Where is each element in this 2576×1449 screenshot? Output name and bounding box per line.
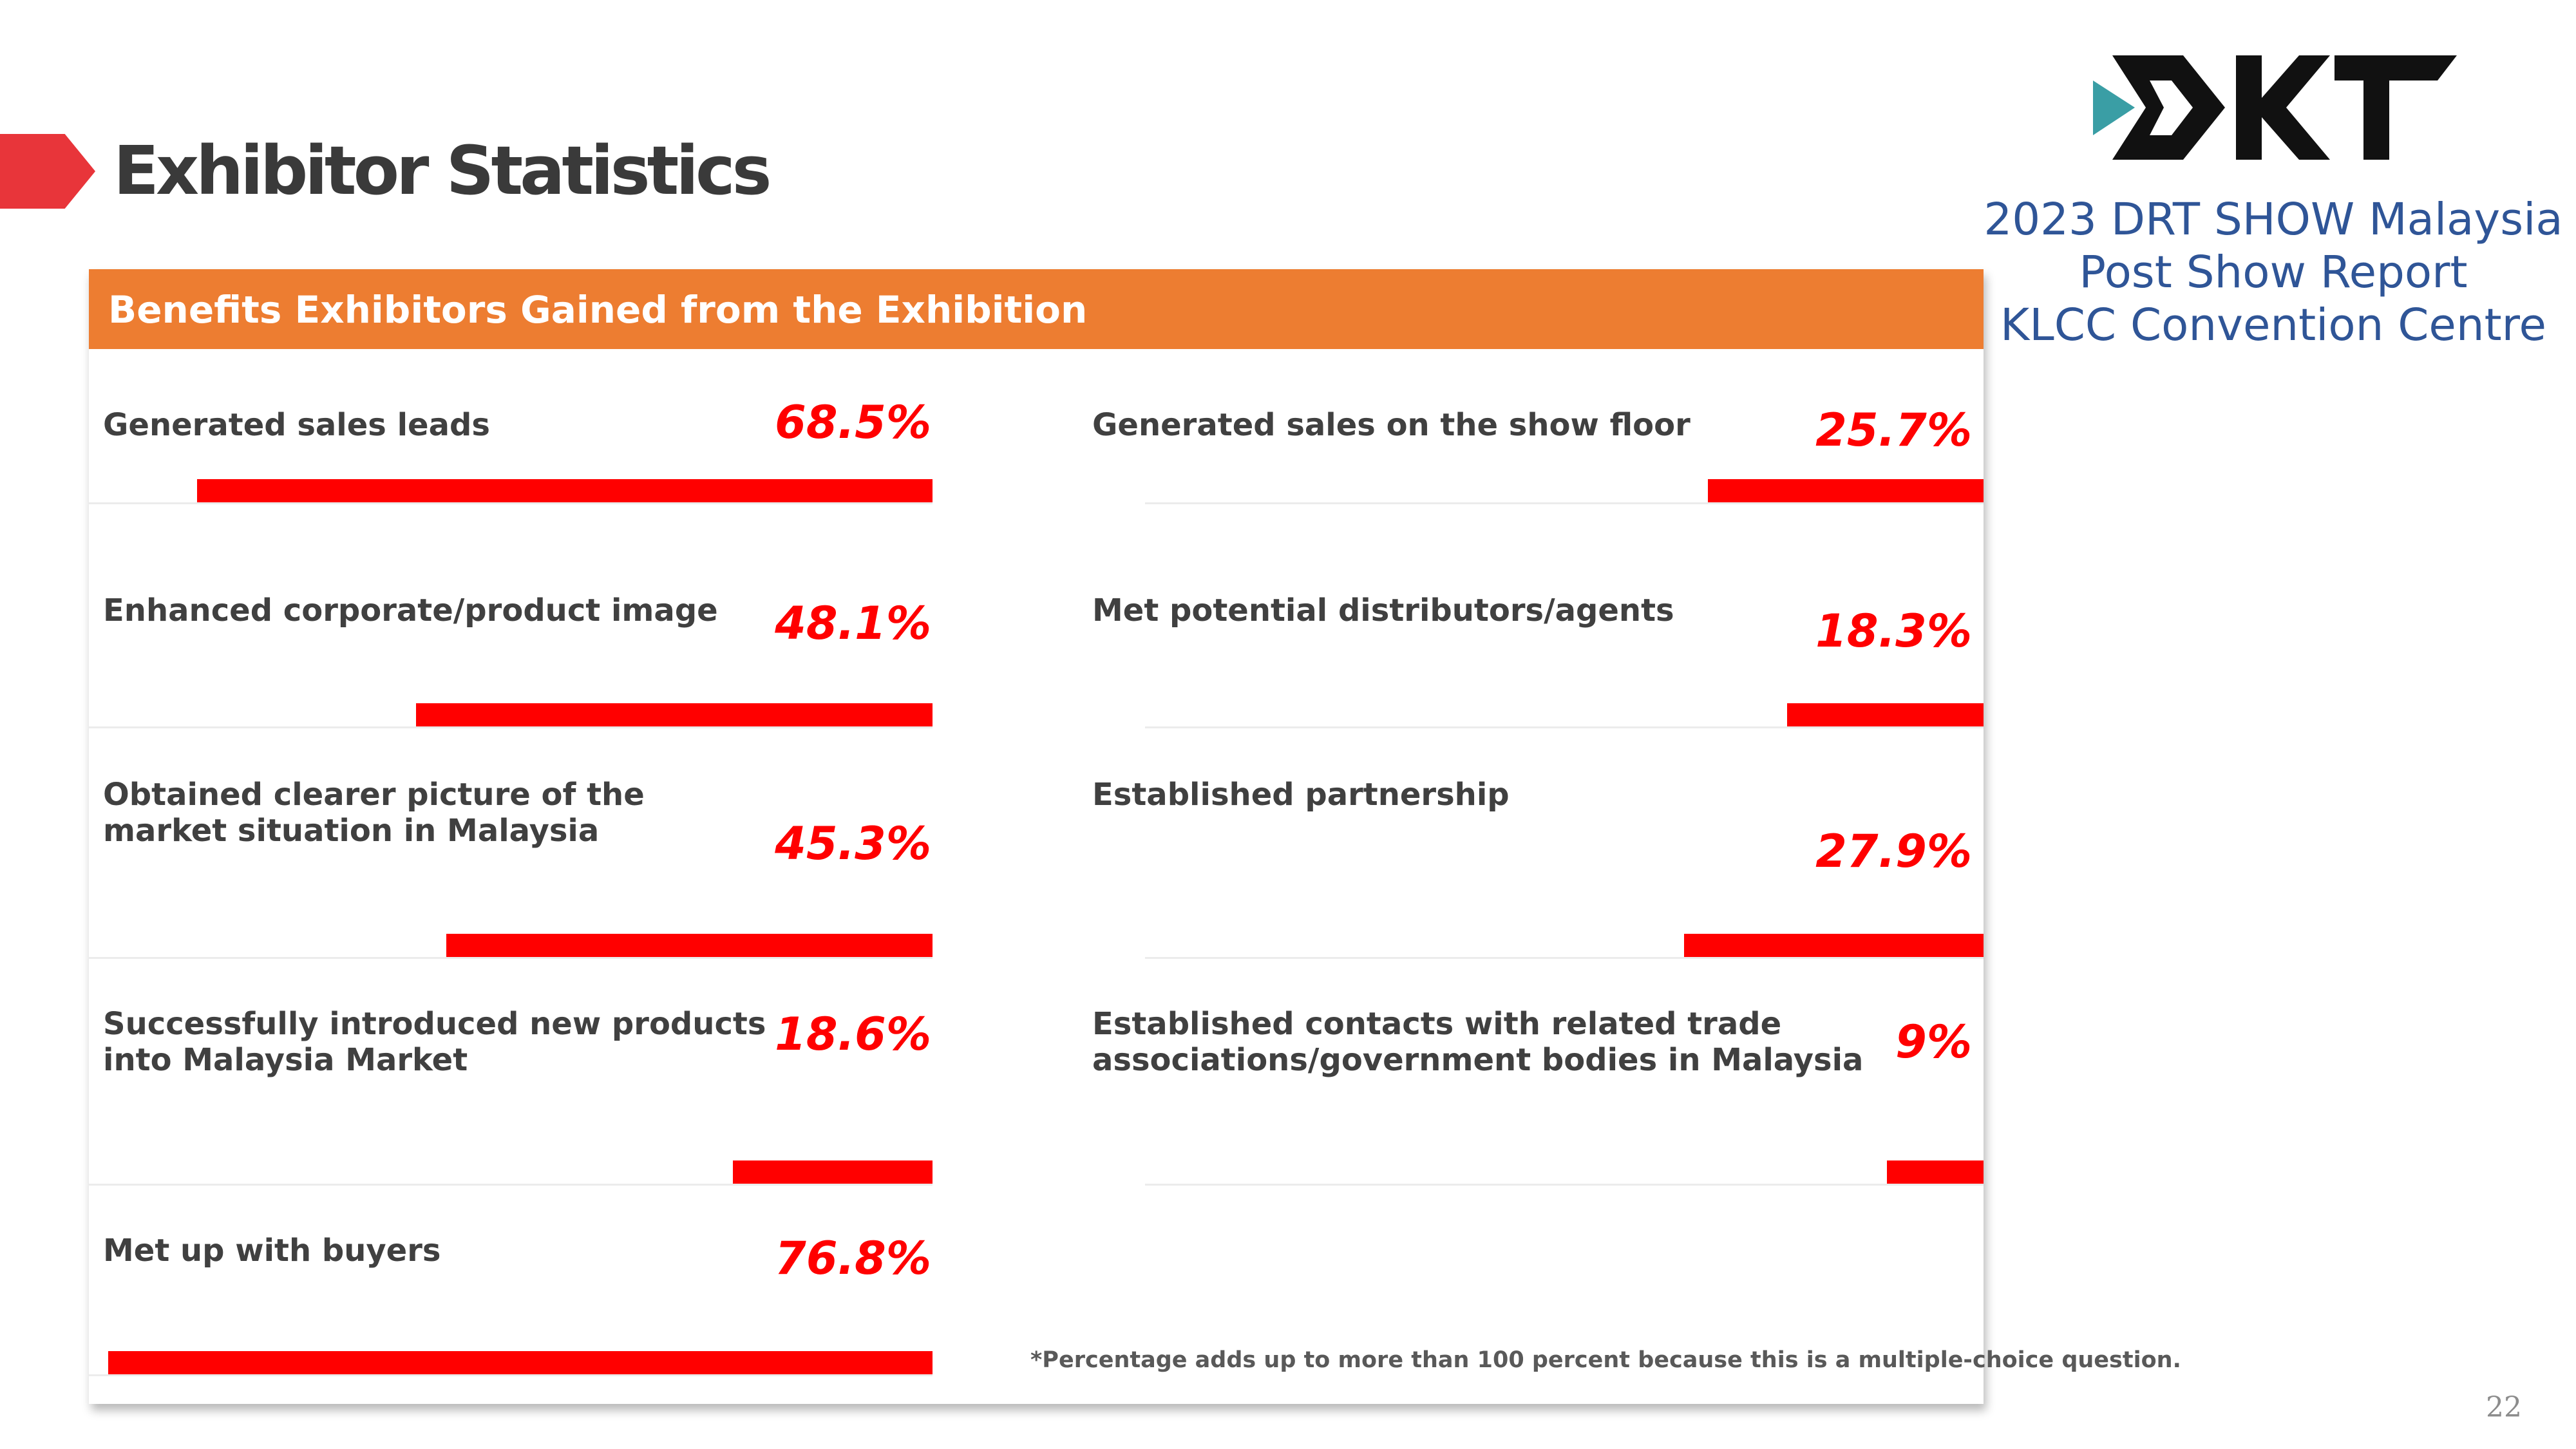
stat-2-4-label: Established contacts with related trade a… [1092, 1006, 1863, 1078]
report-type: Post Show Report [2079, 247, 2468, 298]
footnote: *Percentage adds up to more than 100 per… [1030, 1347, 2181, 1373]
stat-2-4-label-line: associations/government bodies in Malays… [1092, 1042, 1864, 1078]
stat-2-2-bar [1787, 703, 1984, 726]
dkt-logo [2093, 55, 2457, 160]
report-venue: KLCC Convention Centre [2000, 299, 2546, 351]
stat-1-2-baseline [89, 726, 933, 728]
stat-2-3-bar [1684, 934, 1984, 957]
stat-1-1-bar [197, 479, 933, 502]
stat-2-3-baseline [1145, 957, 1984, 959]
stat-2-1-bar [1708, 479, 1984, 502]
stat-1-4-label: Successfully introduced new products into… [103, 1006, 766, 1078]
stat-1-3-label-line: Obtained clearer picture of the [103, 777, 645, 813]
title-arrow-accent [0, 134, 95, 209]
stat-1-5-bar [108, 1351, 933, 1374]
stat-1-2-label-line: Enhanced corporate/product image [103, 592, 718, 629]
stat-2-1-label-line: Generated sales on the show floor [1092, 407, 1690, 443]
benefits-panel: Benefits Exhibitors Gained from the Exhi… [89, 269, 2181, 1404]
page-title: Exhibitor Statistics [113, 131, 772, 210]
stat-2-2-baseline [1145, 726, 1984, 728]
stat-2-1-baseline [1145, 502, 1984, 504]
stat-1-3-value: 45.3% [775, 817, 931, 870]
report-show-name: 2023 DRT SHOW Malaysia [1984, 194, 2563, 245]
panel-header-title: Benefits Exhibitors Gained from the Exhi… [108, 288, 1088, 332]
stat-1-3-baseline [89, 957, 933, 959]
panel-header: Benefits Exhibitors Gained from the Exhi… [89, 269, 1984, 349]
stat-1-4-bar [733, 1160, 933, 1184]
stat-2-4-value: 9% [1895, 1016, 1972, 1068]
stat-2-3-label-line: Established partnership [1092, 777, 1510, 813]
stat-2-3-value: 27.9% [1815, 825, 1972, 878]
stat-1-5-value: 76.8% [775, 1232, 931, 1285]
stat-2-3-label: Established partnership [1092, 777, 1510, 813]
stat-1-3-label-line: market situation in Malaysia [103, 813, 600, 849]
stat-1-4-baseline [89, 1184, 933, 1186]
stat-2-4-baseline [1145, 1184, 1984, 1186]
stat-1-1-label-line: Generated sales leads [103, 407, 490, 443]
stat-2-1-value: 25.7% [1815, 404, 1972, 457]
stat-2-4-label-line: Established contacts with related trade [1092, 1006, 1782, 1042]
stat-1-5-label-line: Met up with buyers [103, 1233, 441, 1269]
stat-2-4-bar [1887, 1160, 1984, 1184]
stat-1-4-label-line: Successfully introduced new products [103, 1006, 766, 1042]
stat-1-5-label: Met up with buyers [103, 1233, 440, 1269]
stat-1-3-label: Obtained clearer picture of the market si… [103, 777, 645, 849]
stat-1-1-baseline [89, 502, 933, 504]
report-info: 2023 DRT SHOW Malaysia Post Show Report … [1964, 193, 2576, 352]
stat-1-2-label: Enhanced corporate/product image [103, 592, 718, 629]
stat-1-4-value: 18.6% [775, 1008, 931, 1061]
stat-1-1-value: 68.5% [775, 396, 931, 449]
stat-1-2-value: 48.1% [775, 597, 931, 650]
stat-2-2-label-line: Met potential distributors/agents [1092, 592, 1674, 629]
page-number: 22 [2486, 1391, 2522, 1424]
stat-1-4-label-line: into Malaysia Market [103, 1042, 468, 1078]
stat-1-2-bar [416, 703, 933, 726]
stat-1-5-baseline [89, 1374, 933, 1376]
stat-1-1-label: Generated sales leads [103, 407, 490, 443]
stat-2-1-label: Generated sales on the show floor [1092, 407, 1690, 443]
stat-2-2-label: Met potential distributors/agents [1092, 592, 1674, 629]
stat-2-2-value: 18.3% [1815, 605, 1972, 658]
stat-1-3-bar [446, 934, 933, 957]
